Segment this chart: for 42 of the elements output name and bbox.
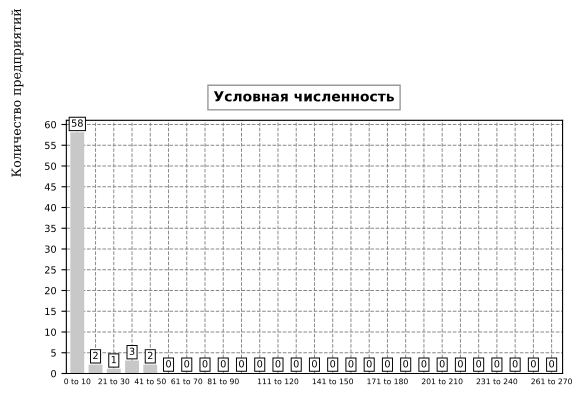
data-label: 0 (366, 360, 372, 368)
y-tick-label: 20 (44, 286, 56, 294)
data-label: 2 (93, 352, 98, 360)
data-label: 0 (440, 360, 445, 368)
y-tick-label: 40 (44, 204, 56, 212)
data-label: 0 (239, 360, 244, 368)
data-label: 0 (184, 360, 190, 368)
data-label: 0 (294, 360, 299, 368)
y-tick-label: 35 (45, 224, 56, 232)
data-label: 1 (112, 356, 116, 364)
y-tick-label: 60 (44, 120, 56, 128)
data-label: 0 (512, 360, 518, 368)
y-tick-label: 55 (45, 142, 56, 150)
y-tick-label: 5 (51, 349, 56, 357)
data-label: 3 (130, 348, 134, 355)
data-label: 0 (458, 360, 463, 368)
data-label: 0 (330, 360, 336, 368)
data-label: 0 (348, 360, 354, 368)
data-label: 0 (312, 360, 317, 368)
data-label: 0 (202, 360, 208, 368)
data-label: 0 (476, 360, 482, 368)
y-tick-label: 45 (44, 183, 56, 191)
data-label: 0 (257, 360, 262, 368)
data-label: 0 (220, 360, 226, 368)
data-label: 0 (384, 360, 390, 368)
y-axis-title: Количество предприятий (11, 8, 24, 177)
data-label: 0 (530, 360, 536, 368)
y-tick-label: 10 (45, 328, 56, 336)
data-label: 0 (421, 360, 426, 368)
data-label: 0 (494, 360, 500, 368)
data-label: 0 (276, 360, 280, 368)
y-tick-label: 0 (51, 370, 56, 378)
data-label: 58 (72, 119, 83, 127)
y-tick-label: 50 (45, 162, 56, 170)
y-tick-label: 25 (44, 266, 56, 274)
data-label: 0 (166, 360, 171, 368)
data-label: 2 (148, 352, 152, 360)
y-tick-label: 15 (45, 308, 56, 316)
data-label: 0 (549, 360, 554, 368)
y-tick-label: 30 (45, 245, 56, 253)
chart-title: Условная численность (214, 91, 394, 102)
data-label: 0 (403, 360, 408, 368)
